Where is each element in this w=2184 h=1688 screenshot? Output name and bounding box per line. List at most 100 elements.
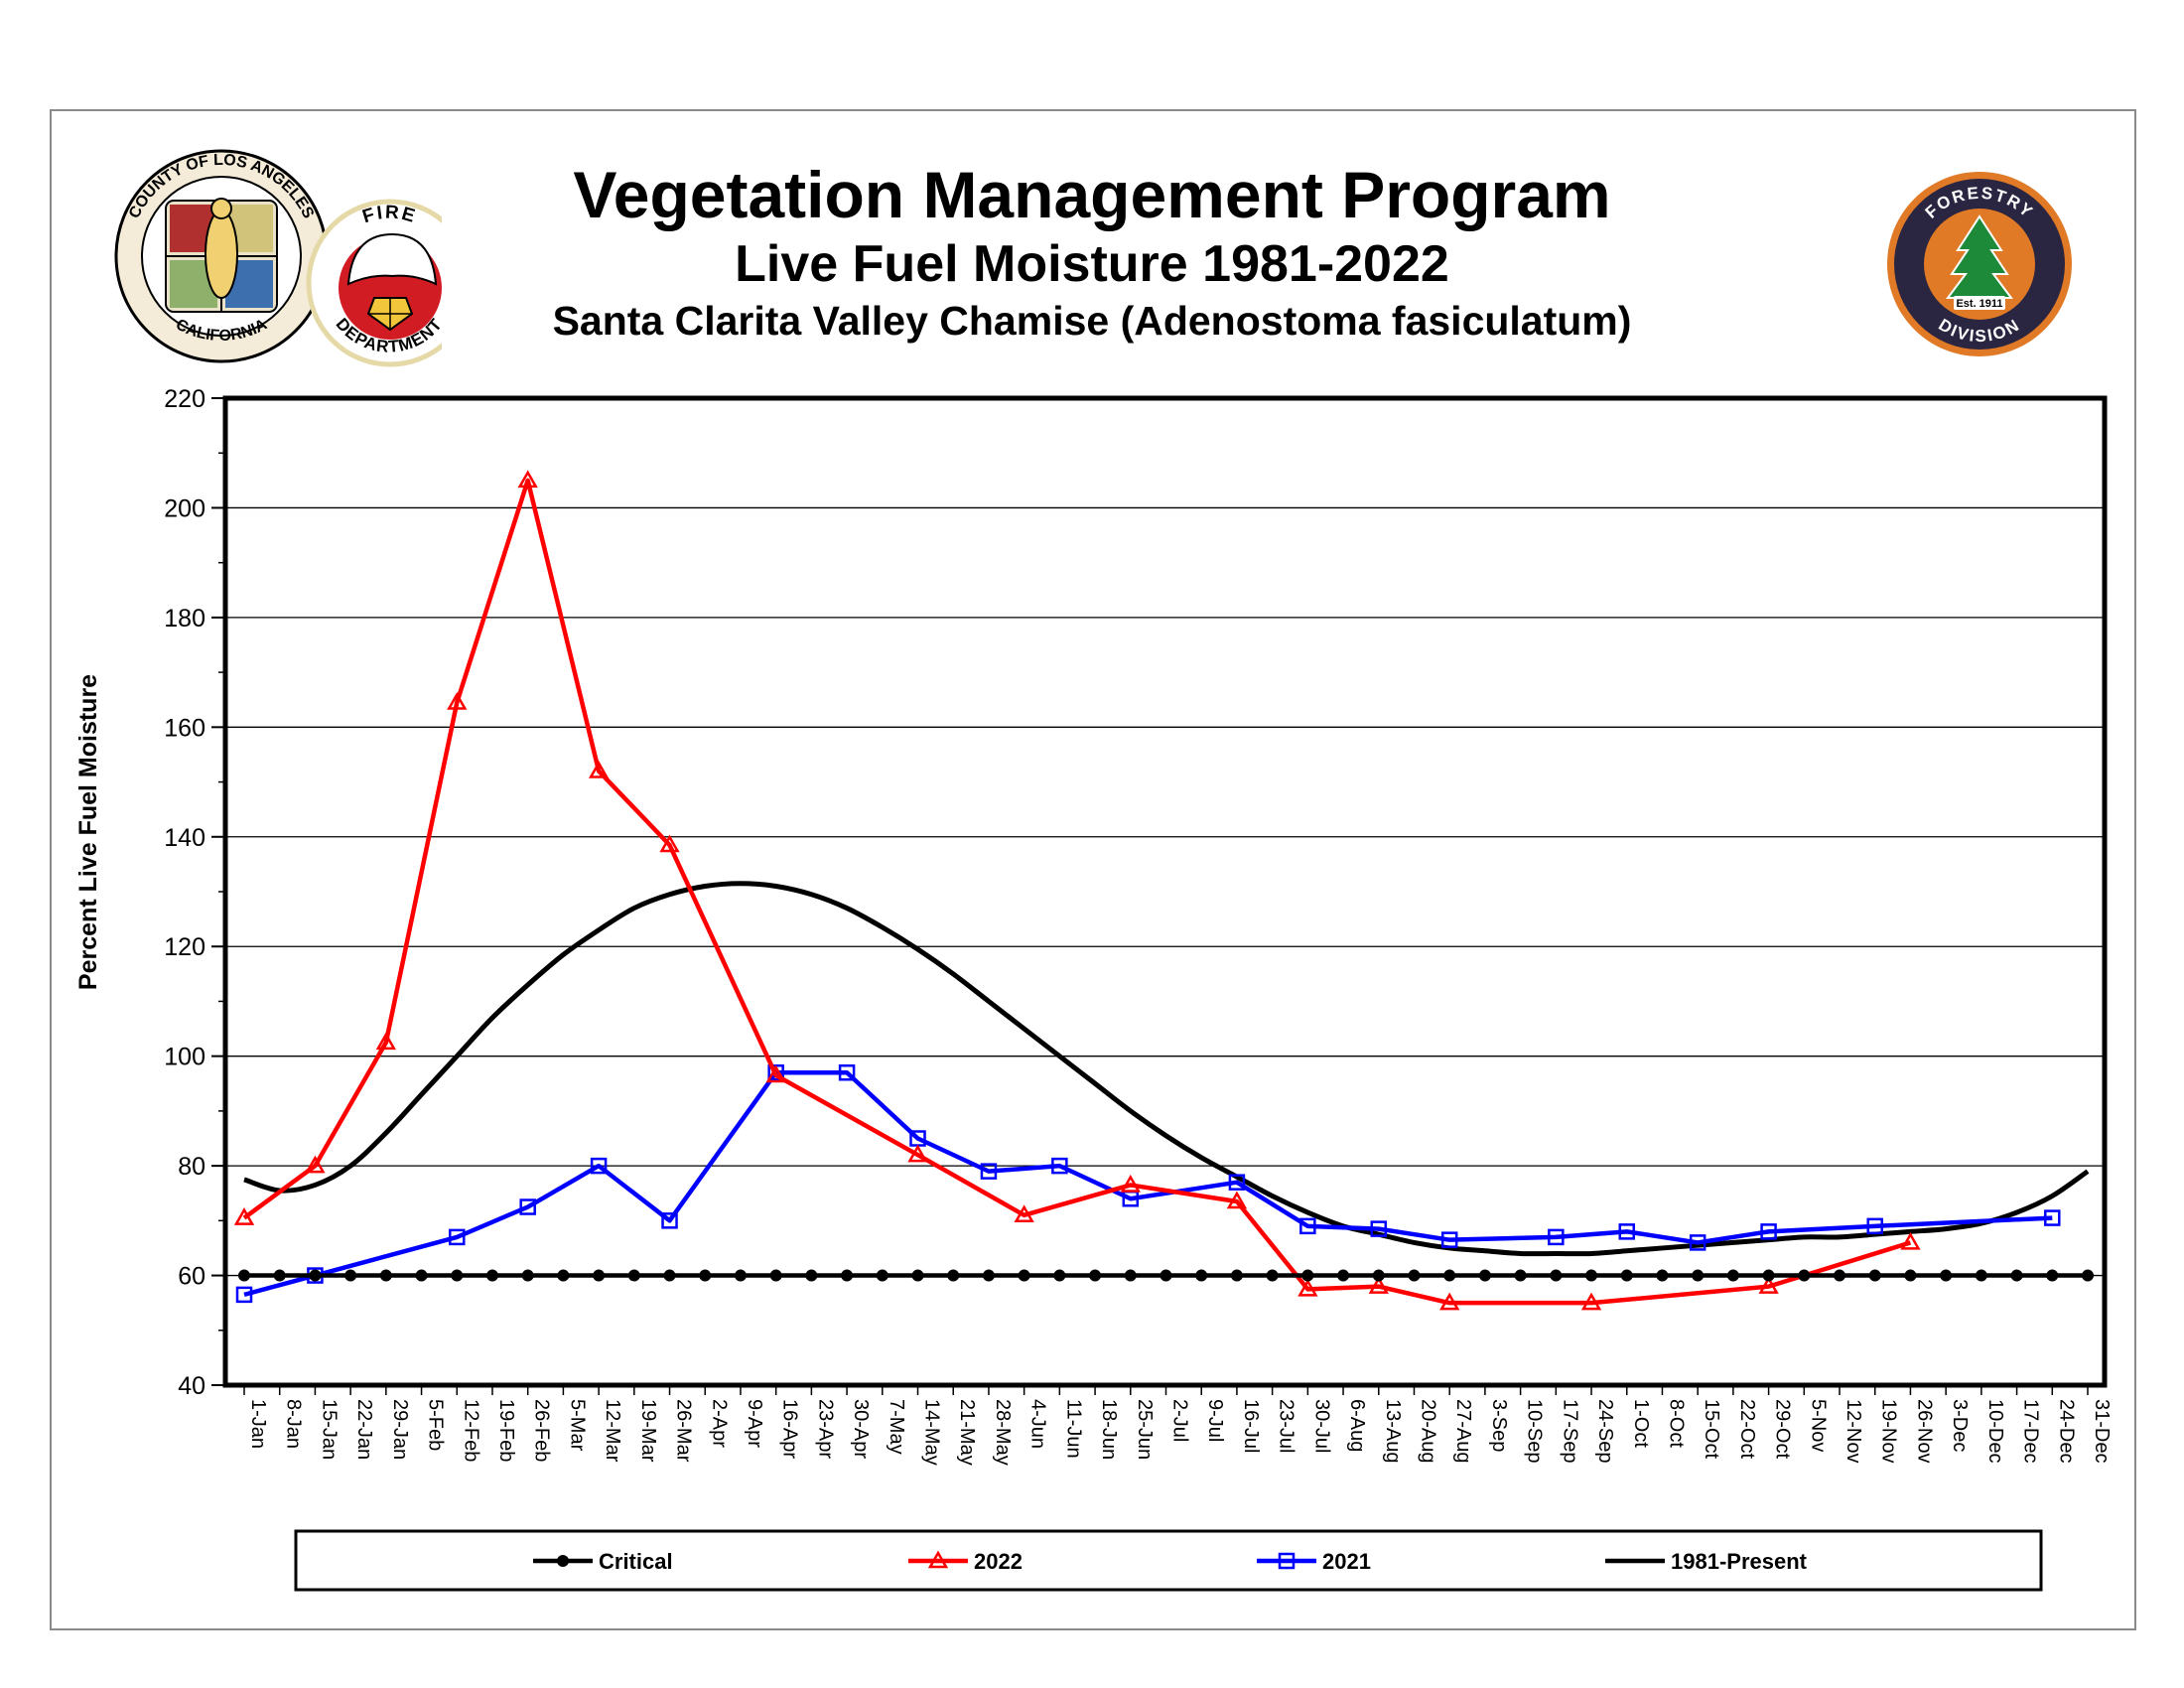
x-tick-label: 27-Aug — [1452, 1399, 1474, 1464]
data-point-critical — [1620, 1269, 1633, 1282]
x-tick-label: 4-Jun — [1027, 1399, 1049, 1449]
legend-marker — [927, 1550, 949, 1569]
x-tick-label: 24-Dec — [2055, 1399, 2077, 1463]
legend-entry-2021: 2021 — [1257, 1549, 1371, 1574]
legend-marker — [1278, 1552, 1296, 1570]
data-point-2021 — [1689, 1234, 1706, 1251]
data-point-critical — [557, 1269, 570, 1282]
x-tick-label: 22-Oct — [1736, 1399, 1758, 1459]
data-point-2021 — [235, 1286, 253, 1304]
legend-label: 2022 — [974, 1549, 1023, 1574]
data-point-2021 — [661, 1212, 678, 1229]
y-tick-label: 40 — [178, 1372, 205, 1400]
data-point-critical — [1301, 1269, 1314, 1282]
data-point-2021 — [1051, 1157, 1068, 1175]
site-name: Santa Clarita Valley Chamise (Adenostoma… — [552, 298, 1632, 344]
x-tick-label: 6-Aug — [1346, 1399, 1368, 1452]
x-tick-label: 12-Nov — [1843, 1399, 1864, 1463]
plot-area-border — [222, 395, 2108, 1388]
data-point-2021 — [519, 1198, 536, 1215]
data-point-2022 — [1014, 1204, 1034, 1223]
y-tick-label: 180 — [164, 605, 205, 633]
data-point-critical — [1726, 1269, 1739, 1282]
chart-subtitle: Live Fuel Moisture 1981-2022 — [735, 235, 1449, 293]
data-point-critical — [841, 1269, 854, 1282]
y-tick-label: 220 — [164, 385, 205, 413]
legend-label: 1981-Present — [1671, 1549, 1808, 1574]
x-tick-label: 5-Nov — [1807, 1399, 1829, 1452]
x-tick-label: 1-Jan — [247, 1399, 269, 1449]
x-tick-label: 13-Aug — [1382, 1399, 1404, 1464]
data-point-critical — [876, 1269, 888, 1282]
county-fire-seals-logo: COUNTY OF LOS ANGELES CALIFORNIA FIRE DE… — [114, 149, 442, 367]
data-point-critical — [2010, 1269, 2023, 1282]
x-tick-label: 25-Jun — [1134, 1399, 1156, 1460]
x-tick-label: 21-May — [956, 1399, 978, 1466]
data-point-critical — [627, 1269, 640, 1282]
data-point-2022 — [233, 1207, 255, 1225]
x-tick-label: 5-Mar — [566, 1399, 588, 1452]
data-point-critical — [1408, 1269, 1421, 1282]
y-axis-ticks: 40 60 80 100 120 140 160 180 200 220 — [164, 385, 225, 1400]
fire-department-badge-icon: FIRE DEPARTMENT — [306, 199, 442, 367]
data-point-critical — [273, 1269, 286, 1282]
forestry-division-logo: FORESTRY DIVISION Est. 1911 — [1887, 172, 2072, 356]
legend-marker — [557, 1555, 569, 1567]
data-point-2021 — [980, 1163, 998, 1180]
data-point-critical — [805, 1269, 818, 1282]
data-point-critical — [734, 1269, 747, 1282]
x-tick-label: 17-Sep — [1559, 1399, 1580, 1464]
data-point-critical — [1266, 1269, 1279, 1282]
data-point-2021 — [838, 1063, 856, 1081]
data-point-critical — [1975, 1269, 1987, 1282]
x-tick-label: 29-Jan — [389, 1399, 411, 1460]
data-point-critical — [1762, 1269, 1775, 1282]
x-tick-label: 5-Feb — [425, 1399, 447, 1451]
x-tick-label: 15-Oct — [1701, 1399, 1722, 1459]
series-line-1981-present — [243, 881, 2090, 1257]
x-tick-label: 24-Sep — [1594, 1399, 1616, 1464]
data-point-critical — [1195, 1269, 1208, 1282]
x-tick-label: 17-Dec — [2020, 1399, 2042, 1463]
legend-entry-1981-present: 1981-Present — [1605, 1549, 1808, 1574]
gridlines — [225, 506, 2105, 1277]
data-point-critical — [485, 1269, 498, 1282]
x-tick-label: 20-Aug — [1417, 1399, 1438, 1464]
data-point-2022 — [1226, 1191, 1248, 1209]
data-point-2022 — [1120, 1174, 1141, 1193]
data-point-critical — [911, 1269, 924, 1282]
x-tick-label: 29-Oct — [1772, 1399, 1794, 1459]
x-tick-label: 9-Apr — [744, 1399, 765, 1448]
x-tick-label: 10-Dec — [1984, 1399, 2006, 1463]
x-tick-label: 8-Oct — [1665, 1399, 1687, 1448]
data-point-2022 — [588, 760, 610, 778]
data-point-critical — [1692, 1269, 1705, 1282]
x-tick-label: 31-Dec — [2091, 1399, 2113, 1463]
data-point-2022 — [1297, 1278, 1318, 1297]
x-tick-label: 2-Jul — [1169, 1399, 1191, 1442]
data-point-2021 — [1866, 1217, 1883, 1235]
x-tick-label: 16-Apr — [779, 1399, 801, 1459]
y-tick-label: 160 — [164, 714, 205, 742]
data-point-critical — [947, 1269, 960, 1282]
x-tick-label: 28-May — [992, 1399, 1014, 1466]
data-point-critical — [663, 1269, 676, 1282]
data-point-critical — [1798, 1269, 1811, 1282]
data-point-2021 — [1228, 1174, 1246, 1191]
x-tick-label: 9-Jul — [1204, 1399, 1226, 1442]
data-point-critical — [1337, 1269, 1350, 1282]
data-point-critical — [1834, 1269, 1846, 1282]
x-axis-ticks: 1-Jan 8-Jan 15-Jan 22-Jan 29-Jan 5-Feb 12-Feb 1… — [243, 1385, 2113, 1466]
data-point-critical — [593, 1269, 606, 1282]
series-line-2022 — [242, 478, 1912, 1306]
data-point-2022 — [1900, 1231, 1921, 1250]
data-point-critical — [521, 1269, 534, 1282]
data-point-2021 — [449, 1228, 466, 1246]
x-tick-label: 23-Jul — [1276, 1399, 1297, 1453]
x-tick-label: 19-Mar — [637, 1399, 659, 1463]
data-point-critical — [1940, 1269, 1953, 1282]
x-tick-label: 30-Jul — [1310, 1399, 1332, 1453]
data-point-critical — [1514, 1269, 1527, 1282]
data-point-2022 — [1758, 1276, 1779, 1294]
x-tick-label: 8-Jan — [283, 1399, 305, 1449]
